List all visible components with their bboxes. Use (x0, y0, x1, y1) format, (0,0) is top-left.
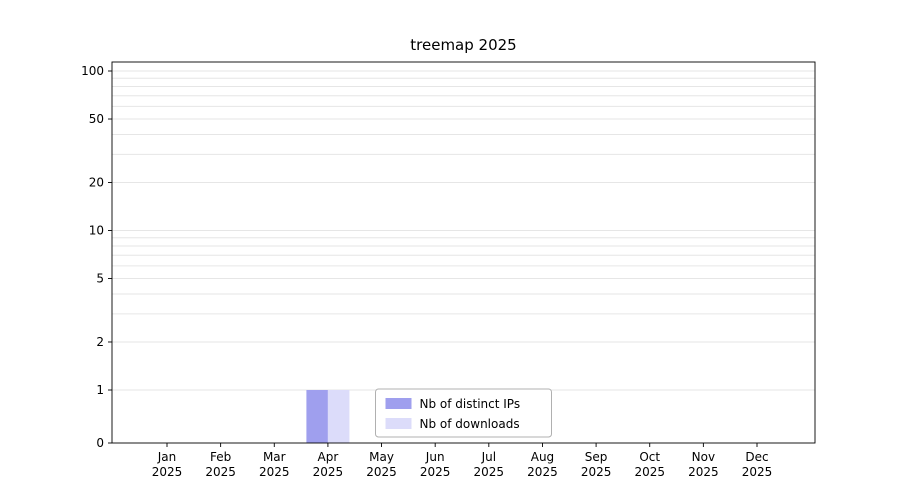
plot-border (111, 61, 816, 444)
x-tick-label-month: Mar (263, 450, 286, 464)
x-tick-label-year: 2025 (259, 465, 290, 479)
bar-nb-of-downloads (327, 390, 350, 443)
x-tick-label-year: 2025 (420, 465, 451, 479)
y-tick-label: 2 (96, 335, 104, 349)
x-tick-label-year: 2025 (474, 465, 505, 479)
x-tick-label-year: 2025 (634, 465, 665, 479)
x-tick-label-year: 2025 (313, 465, 344, 479)
x-tick-label-year: 2025 (688, 465, 719, 479)
x-tick-label-month: Feb (210, 450, 231, 464)
x-tick-label-year: 2025 (527, 465, 558, 479)
x-tick-label-month: Sep (585, 450, 608, 464)
x-tick-label-month: Oct (639, 450, 660, 464)
y-tick-label: 50 (89, 112, 104, 126)
y-tick-label: 5 (96, 272, 104, 286)
chart-title: treemap 2025 (410, 36, 517, 54)
legend-label: Nb of distinct IPs (420, 397, 521, 411)
y-tick-label: 1 (96, 383, 104, 397)
x-tick-label-month: Jul (481, 450, 496, 464)
legend-swatch (385, 418, 412, 429)
x-tick-label-year: 2025 (152, 465, 183, 479)
y-tick-label: 10 (89, 224, 104, 238)
x-tick-label-month: May (369, 450, 394, 464)
x-tick-label-month: Nov (692, 450, 715, 464)
x-tick-label-year: 2025 (366, 465, 397, 479)
x-tick-label-month: Dec (745, 450, 768, 464)
y-tick-label: 100 (81, 64, 104, 78)
x-tick-label-month: Jan (157, 450, 177, 464)
x-tick-label-month: Apr (318, 450, 339, 464)
y-tick-label: 20 (89, 175, 104, 189)
x-tick-label-month: Aug (531, 450, 554, 464)
legend-box (375, 388, 552, 438)
bar-nb-of-distinct-ips (306, 390, 328, 443)
x-tick-label-year: 2025 (742, 465, 773, 479)
x-tick-label-year: 2025 (205, 465, 236, 479)
legend-label: Nb of downloads (420, 417, 520, 431)
legend-swatch (385, 398, 412, 409)
x-tick-label-year: 2025 (581, 465, 612, 479)
x-tick-label-month: Jun (425, 450, 445, 464)
y-tick-label: 0 (96, 436, 104, 450)
